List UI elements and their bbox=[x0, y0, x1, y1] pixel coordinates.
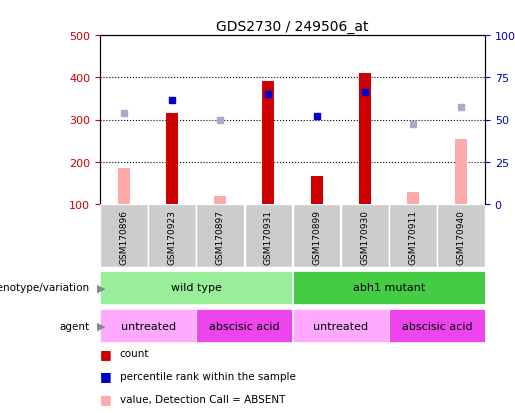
Bar bbox=[389, 204, 437, 267]
Bar bbox=[263, 82, 274, 204]
Bar bbox=[293, 309, 388, 342]
Text: untreated: untreated bbox=[121, 321, 176, 331]
Text: agent: agent bbox=[60, 321, 90, 331]
Bar bbox=[389, 309, 485, 342]
Text: count: count bbox=[119, 348, 149, 358]
Text: wild type: wild type bbox=[171, 283, 221, 293]
Text: GSM170931: GSM170931 bbox=[264, 209, 273, 264]
Title: GDS2730 / 249506_at: GDS2730 / 249506_at bbox=[216, 19, 369, 33]
Bar bbox=[311, 176, 322, 204]
Bar bbox=[100, 271, 292, 304]
Bar bbox=[293, 271, 485, 304]
Bar bbox=[214, 197, 226, 204]
Text: abscisic acid: abscisic acid bbox=[209, 321, 280, 331]
Text: GSM170911: GSM170911 bbox=[408, 209, 417, 264]
Text: percentile rank within the sample: percentile rank within the sample bbox=[119, 371, 296, 381]
Text: ▶: ▶ bbox=[97, 283, 106, 293]
Bar bbox=[166, 114, 178, 204]
Bar bbox=[148, 204, 196, 267]
Text: GSM170899: GSM170899 bbox=[312, 209, 321, 264]
Bar bbox=[293, 204, 340, 267]
Bar bbox=[407, 193, 419, 204]
Bar bbox=[197, 204, 244, 267]
Text: ■: ■ bbox=[100, 347, 112, 360]
Bar bbox=[118, 169, 130, 204]
Bar bbox=[341, 204, 388, 267]
Text: untreated: untreated bbox=[313, 321, 368, 331]
Bar bbox=[455, 139, 467, 204]
Text: genotype/variation: genotype/variation bbox=[0, 283, 90, 293]
Text: ■: ■ bbox=[100, 370, 112, 382]
Bar bbox=[437, 204, 485, 267]
Bar bbox=[358, 74, 371, 204]
Bar bbox=[100, 204, 148, 267]
Text: ▶: ▶ bbox=[97, 321, 106, 331]
Bar bbox=[197, 309, 292, 342]
Text: ■: ■ bbox=[100, 392, 112, 405]
Text: GSM170896: GSM170896 bbox=[119, 209, 129, 264]
Text: GSM170940: GSM170940 bbox=[456, 209, 466, 264]
Text: abscisic acid: abscisic acid bbox=[402, 321, 472, 331]
Text: abh1 mutant: abh1 mutant bbox=[353, 283, 425, 293]
Text: GSM170930: GSM170930 bbox=[360, 209, 369, 264]
Bar bbox=[100, 309, 196, 342]
Text: GSM170923: GSM170923 bbox=[168, 209, 177, 264]
Text: GSM170897: GSM170897 bbox=[216, 209, 225, 264]
Bar bbox=[245, 204, 292, 267]
Text: value, Detection Call = ABSENT: value, Detection Call = ABSENT bbox=[119, 394, 285, 404]
